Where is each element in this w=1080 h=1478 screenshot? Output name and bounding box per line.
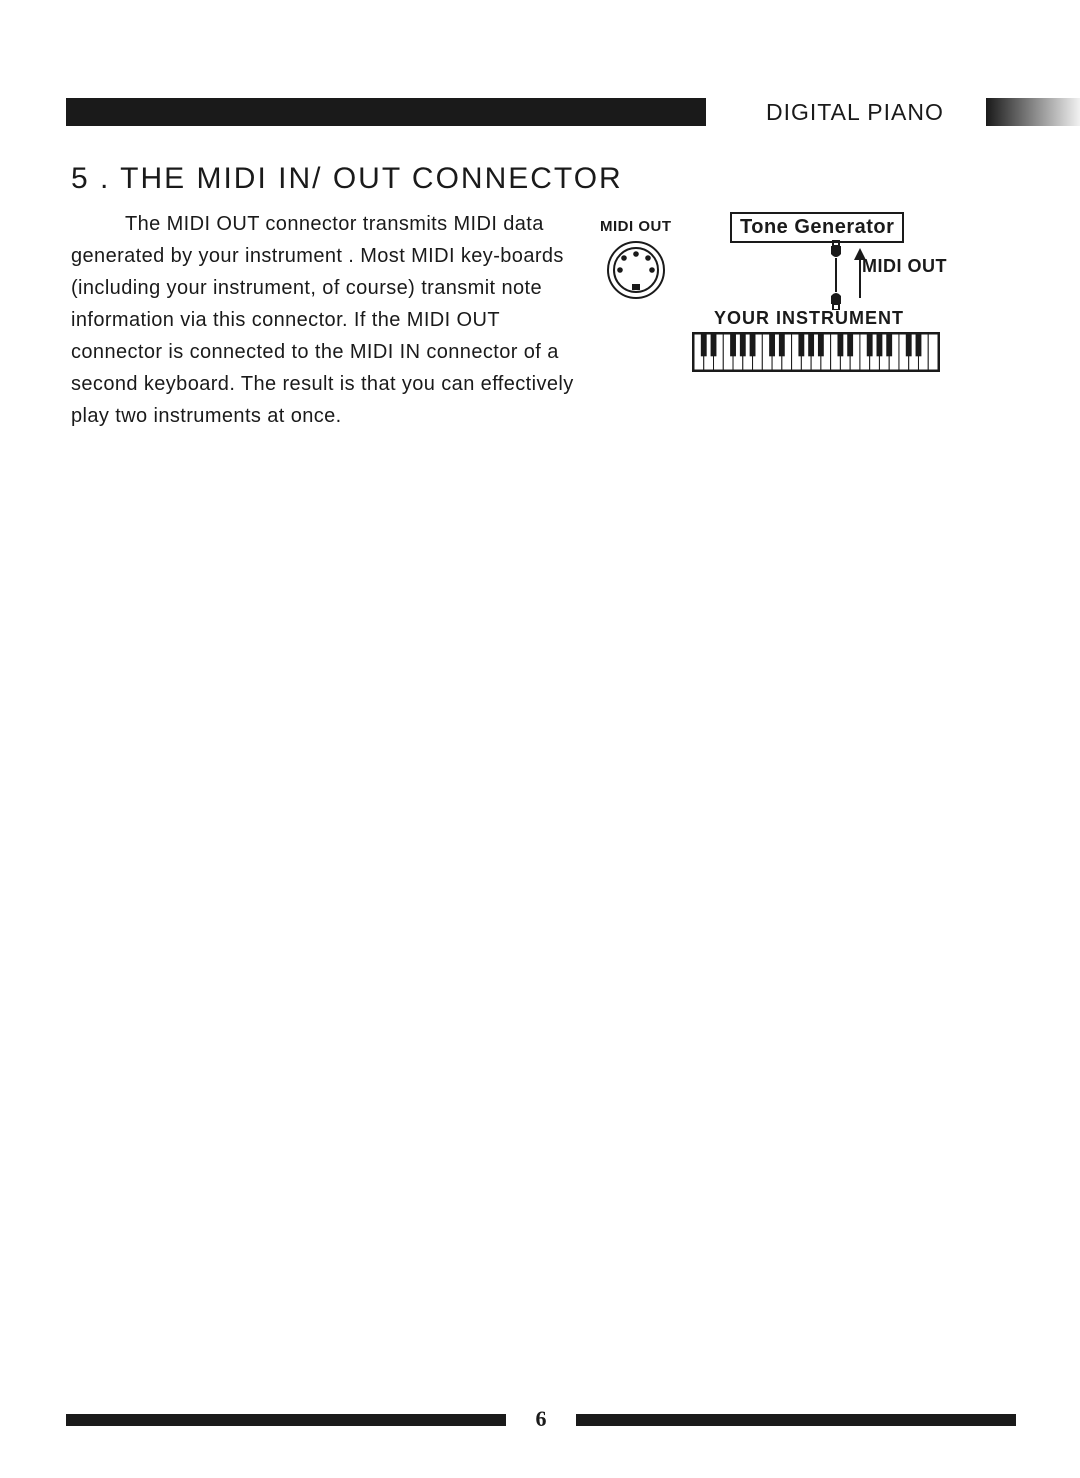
section-heading: 5 . THE MIDI IN/ OUT CONNECTOR xyxy=(71,162,623,196)
keyboard-icon xyxy=(692,332,940,372)
header-fade-strip xyxy=(986,98,1080,126)
footer-left-strip xyxy=(66,1414,506,1426)
page-number: 6 xyxy=(536,1406,547,1432)
midi-out-arrow-label: MIDI OUT xyxy=(862,256,947,277)
body-text-content: The MIDI OUT connector transmits MIDI da… xyxy=(71,213,574,427)
din-connector-icon xyxy=(606,240,666,300)
footer-bar: 6 xyxy=(66,1414,1016,1430)
header-title-wrap: DIGITAL PIANO xyxy=(766,98,944,126)
midi-diagram: MIDI OUT Tone Generator xyxy=(600,208,1020,408)
tone-generator-box: Tone Generator xyxy=(730,212,904,243)
midi-out-connector-label: MIDI OUT xyxy=(600,218,672,235)
your-instrument-label: YOUR INSTRUMENT xyxy=(714,308,904,329)
page-title: DIGITAL PIANO xyxy=(766,99,944,126)
cable-line xyxy=(835,258,837,292)
footer-right-strip xyxy=(576,1414,1016,1426)
header-bar: DIGITAL PIANO xyxy=(66,98,1016,126)
body-paragraph: The MIDI OUT connector transmits MIDI da… xyxy=(71,208,579,432)
header-black-strip xyxy=(66,98,706,126)
